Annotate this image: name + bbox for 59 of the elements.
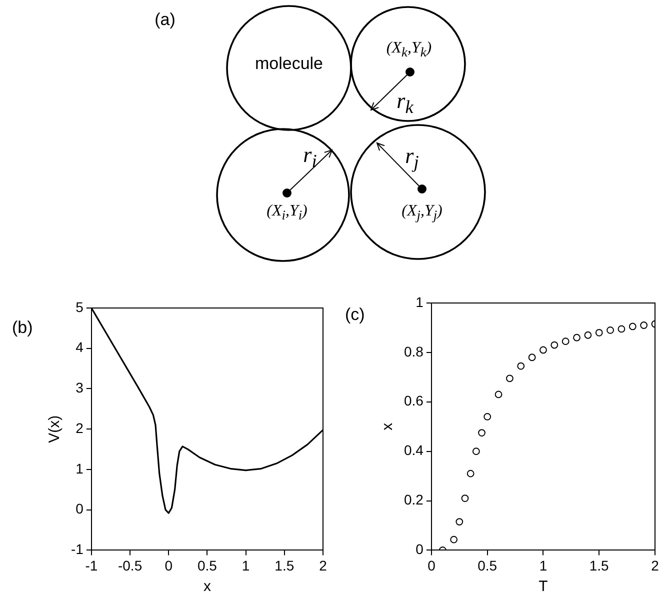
point — [466, 470, 474, 478]
y-tick-label: -1 — [70, 541, 84, 558]
point — [450, 536, 458, 544]
y-tick-label: 0.2 — [404, 492, 424, 508]
point — [506, 374, 514, 382]
text: (X$_{j}$,Y$_{j}$) — [402, 202, 442, 224]
y-tick-label: 5 — [76, 298, 84, 315]
x-tick-label: 1.5 — [274, 557, 294, 574]
x-tick-label: 1 — [242, 557, 250, 574]
y-tick-label: 0 — [76, 500, 84, 517]
point — [618, 325, 626, 333]
chart-title: (c) — [345, 305, 365, 325]
x-axis-title: x — [203, 578, 212, 596]
point — [478, 429, 486, 436]
x-tick-label: -0.5 — [118, 557, 142, 574]
text: r$_{j}$ — [405, 142, 419, 174]
y-tick-label: 1 — [76, 460, 84, 476]
text: (X$_{i}$,Y$_{i}$) — [266, 202, 308, 224]
point — [472, 448, 480, 456]
y-tick-label: 4 — [76, 339, 84, 356]
point — [640, 322, 648, 329]
text: r$_{i}$ — [303, 142, 317, 172]
y-axis-title: x — [379, 422, 396, 430]
point — [584, 331, 592, 339]
text: r$_{k}$ — [396, 88, 414, 118]
y-tick-label: 3 — [76, 380, 84, 396]
y-axis-title: V(x) — [46, 415, 64, 443]
y-tick-label: 0.6 — [404, 392, 424, 409]
x-axis-title: T — [538, 578, 548, 596]
text: molecule — [254, 54, 324, 74]
y-tick-label: 0.4 — [404, 442, 424, 458]
point — [573, 334, 580, 342]
text: (X$_{k}$,Y$_{k}$) — [386, 39, 432, 61]
x-tick-label: 2 — [651, 557, 660, 574]
x-tick-label: 2 — [319, 557, 328, 574]
point — [517, 362, 525, 370]
point — [606, 326, 614, 334]
text: (a) — [154, 10, 176, 30]
y-tick-label: 0.8 — [404, 343, 424, 360]
point — [562, 338, 570, 346]
x-tick-label: 0 — [428, 557, 436, 574]
x-tick-label: 1.5 — [589, 557, 610, 574]
point — [540, 346, 547, 354]
point — [628, 322, 636, 330]
x-tick-label: 0.5 — [478, 557, 498, 574]
x-tick-label: 0.5 — [197, 557, 218, 574]
y-tick-label: 1 — [416, 294, 424, 310]
point — [461, 494, 469, 502]
point — [494, 390, 502, 398]
point — [595, 328, 603, 336]
point — [456, 518, 464, 526]
point — [484, 413, 492, 420]
y-tick-label: 0 — [416, 541, 424, 558]
point — [528, 354, 536, 362]
y-tick-label: 2 — [76, 420, 84, 436]
point — [550, 341, 558, 349]
x-tick-label: 0 — [164, 557, 173, 574]
x-tick-label: 1 — [539, 557, 548, 574]
text: (b) — [12, 318, 33, 338]
